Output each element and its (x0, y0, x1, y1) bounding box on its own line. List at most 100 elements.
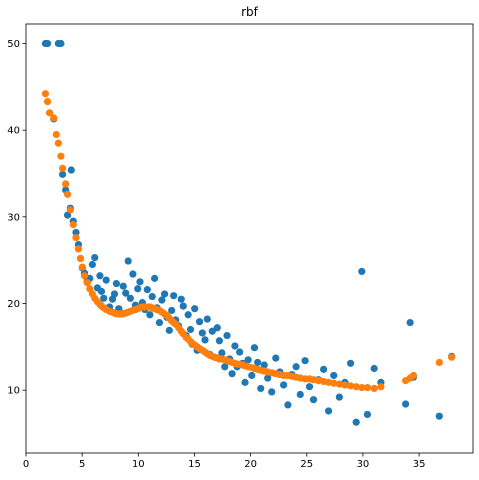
data-point (228, 370, 236, 378)
data-point (301, 357, 309, 365)
fit-point (352, 383, 360, 391)
y-tick-label: 10 (7, 386, 20, 397)
data-point (201, 336, 209, 344)
data-point (215, 337, 223, 345)
fit-point (54, 139, 62, 147)
data-point (165, 326, 173, 334)
data-point (129, 270, 137, 278)
plot-area (41, 39, 456, 426)
data-point (122, 289, 130, 297)
data-point (119, 282, 127, 290)
fit-point (346, 382, 355, 390)
data-point (358, 267, 366, 276)
x-tick-label: 30 (357, 459, 370, 470)
fit-point (69, 221, 77, 229)
data-point (143, 286, 151, 294)
data-point (305, 383, 314, 391)
y-tick-label: 50 (7, 39, 20, 50)
fit-point (363, 383, 372, 392)
data-point (170, 292, 178, 300)
fit-point (377, 383, 385, 391)
data-point (148, 292, 156, 301)
data-point (168, 306, 176, 315)
data-point (320, 365, 328, 373)
data-point (236, 348, 244, 356)
fit-point (59, 164, 67, 172)
data-point (110, 290, 119, 298)
data-point (218, 349, 226, 357)
data-point (72, 228, 80, 237)
data-point (59, 170, 67, 178)
fit-point (57, 152, 65, 160)
fit-point (50, 114, 58, 122)
data-point (352, 418, 360, 426)
y-tick-label: 40 (7, 126, 20, 137)
x-tick-label: 25 (300, 459, 313, 470)
data-point (241, 378, 249, 386)
data-point (264, 374, 272, 382)
data-point (96, 272, 104, 280)
data-point (370, 364, 378, 373)
fit-point (83, 279, 91, 287)
fit-point (448, 353, 456, 361)
data-point (363, 410, 372, 419)
fit-series (41, 90, 456, 393)
data-point (126, 294, 134, 302)
data-point (402, 400, 410, 408)
chart-title: rbf (241, 5, 259, 19)
fit-point (72, 234, 80, 242)
data-point (100, 294, 108, 302)
data-point (91, 253, 99, 262)
fit-point (63, 190, 72, 198)
fit-point (62, 180, 70, 188)
data-point (223, 331, 231, 340)
data-point (158, 296, 166, 304)
data-point (324, 407, 333, 415)
data-point (102, 276, 110, 284)
data-point (177, 295, 185, 303)
fit-point (78, 263, 86, 271)
y-tick-label: 30 (7, 212, 20, 223)
data-point (146, 311, 154, 319)
data-point (213, 324, 221, 332)
fit-point (370, 384, 378, 393)
data-point (244, 356, 252, 364)
data-point (257, 384, 265, 393)
data-point (272, 354, 280, 362)
data-point (335, 393, 343, 401)
x-tick-label: 20 (244, 459, 257, 470)
data-point (406, 318, 414, 327)
fit-point (52, 130, 60, 139)
data-point (155, 318, 164, 327)
data-point (179, 302, 187, 310)
data-point (67, 166, 75, 174)
data-point (160, 290, 169, 298)
data-point (184, 311, 192, 319)
data-point (198, 329, 206, 337)
fit-point (435, 358, 443, 367)
fit-point (335, 380, 343, 388)
fit-point (341, 381, 349, 389)
fit-point (43, 97, 52, 106)
fit-point (409, 371, 418, 380)
data-point (221, 363, 229, 371)
x-tick-label: 0 (23, 459, 29, 470)
data-point (43, 39, 52, 48)
x-tick-label: 5 (79, 459, 85, 470)
plot-frame (25, 23, 474, 454)
fit-point (80, 272, 89, 280)
fit-point (66, 206, 74, 214)
y-tick-label: 20 (7, 299, 20, 310)
axes: 0 5 10 15 20 25 30 35 10 20 30 40 50 (7, 23, 474, 470)
data-point (186, 325, 195, 334)
data-point (248, 371, 256, 380)
fit-point (330, 379, 338, 387)
data-point (284, 401, 292, 409)
fit-point (41, 90, 50, 98)
data-point (124, 257, 132, 265)
data-point (151, 274, 159, 282)
data-point (330, 371, 338, 380)
data-point (97, 287, 106, 295)
